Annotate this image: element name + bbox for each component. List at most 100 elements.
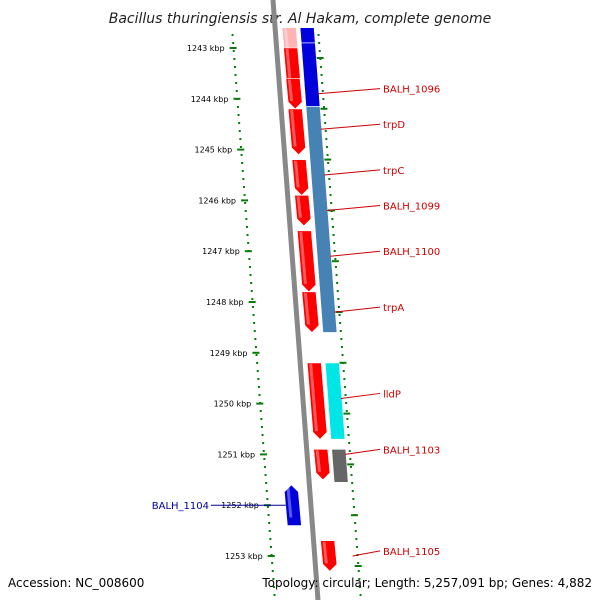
feature-band-segment: [305, 106, 338, 333]
tick-dot: [250, 290, 253, 292]
label-leader-line: [340, 392, 381, 400]
feature-band-segment: [331, 449, 349, 483]
tick-dot: [238, 130, 241, 132]
tick-label: 1247 kbp: [202, 247, 240, 256]
tick-dot: [325, 146, 328, 148]
map-title: Bacillus thuringiensis str. Al Hakam, co…: [109, 11, 492, 27]
tick-dot: [357, 570, 360, 572]
tick-dot: [262, 450, 265, 452]
genome-summary-text: Topology: circular; Length: 5,257,091 bp…: [261, 576, 592, 590]
tick-dot: [251, 298, 254, 300]
gene-highlight: [290, 109, 297, 147]
feature-band-segment: [300, 42, 321, 107]
tick-dot: [344, 394, 347, 396]
tick-mark-left: [256, 402, 264, 405]
tick-dot: [247, 242, 250, 244]
gene-label-text: BALH_1099: [383, 201, 440, 212]
tick-dot: [267, 514, 270, 516]
gene-arrow: [320, 540, 338, 572]
tick-dot: [250, 282, 253, 284]
tick-label: 1249 kbp: [210, 349, 248, 358]
tick-dot: [254, 346, 257, 348]
tick-dot: [248, 258, 251, 260]
tick-dot: [263, 466, 266, 468]
tick-dot: [246, 234, 249, 236]
gene-highlight: [303, 292, 310, 325]
tick-dot: [324, 130, 327, 132]
feature-band-segment: [324, 362, 346, 440]
gene-label-text: BALH_1105: [383, 547, 440, 558]
gene-arrow: [287, 108, 306, 156]
tick-dot: [346, 418, 349, 420]
tick-dot: [260, 426, 263, 428]
tick-dot: [238, 122, 241, 124]
gene-arrow: [306, 362, 328, 440]
tick-dot: [328, 186, 331, 188]
tick-dot: [265, 482, 268, 484]
tick-dot: [254, 338, 257, 340]
tick-dot: [260, 418, 263, 420]
tick-dot: [349, 466, 352, 468]
tick-dot: [253, 322, 256, 324]
label-leader-line: [324, 169, 381, 176]
gene-highlight: [287, 79, 294, 101]
tick-dot: [337, 306, 340, 308]
tick-dot: [264, 474, 267, 476]
tick-dot: [235, 90, 238, 92]
tick-dot: [321, 90, 324, 92]
label-leader-line: [317, 88, 381, 95]
tick-dot: [261, 434, 264, 436]
tick-dot: [347, 434, 350, 436]
tick-label: 1248 kbp: [206, 298, 244, 307]
tick-mark-right: [350, 514, 358, 517]
tick-label: 1250 kbp: [214, 400, 252, 409]
tick-dot: [269, 538, 272, 540]
tick-dot: [324, 122, 327, 124]
tick-dot: [256, 362, 259, 364]
tick-dot: [236, 106, 239, 108]
tick-dot: [332, 234, 335, 236]
tick-dot: [334, 258, 337, 260]
label-leader-line: [326, 204, 381, 212]
tick-mark-left: [237, 148, 245, 151]
tick-dot: [240, 154, 243, 156]
tick-dot: [326, 154, 329, 156]
gene-arrow: [291, 159, 309, 196]
accession-text: Accession: NC_008600: [8, 576, 144, 590]
gene-arrow: [285, 78, 303, 110]
gene-highlight: [309, 363, 318, 432]
tick-mark-left: [252, 351, 260, 354]
tick-dot: [358, 578, 361, 580]
tick-dot: [352, 498, 355, 500]
tick-dot: [335, 274, 338, 276]
tick-mark-right: [343, 412, 351, 415]
tick-dot: [351, 482, 354, 484]
gene-label-text: lldP: [383, 389, 401, 400]
tick-dot: [258, 394, 261, 396]
tick-dot: [336, 290, 339, 292]
label-leader-line: [330, 250, 381, 257]
tick-dot: [233, 58, 236, 60]
tick-dot: [319, 66, 322, 68]
tick-mark-right: [347, 463, 355, 466]
label-leader-line: [320, 123, 381, 130]
tick-dot: [329, 194, 332, 196]
tick-dot: [350, 474, 353, 476]
tick-label: 1246 kbp: [198, 196, 236, 205]
tick-dot: [343, 386, 346, 388]
tick-dot: [242, 186, 245, 188]
gene-arrow: [284, 484, 302, 526]
tick-dot: [331, 226, 334, 228]
tick-dot: [273, 594, 276, 596]
tick-mark-right: [339, 361, 347, 364]
tick-dot: [252, 314, 255, 316]
tick-dot: [320, 74, 323, 76]
label-leader-line: [334, 306, 381, 313]
tick-dot: [272, 586, 275, 588]
tick-dot: [317, 34, 320, 36]
tick-dot: [333, 242, 336, 244]
tick-dot: [244, 202, 247, 204]
tick-dot: [340, 346, 343, 348]
tick-dot: [346, 426, 349, 428]
